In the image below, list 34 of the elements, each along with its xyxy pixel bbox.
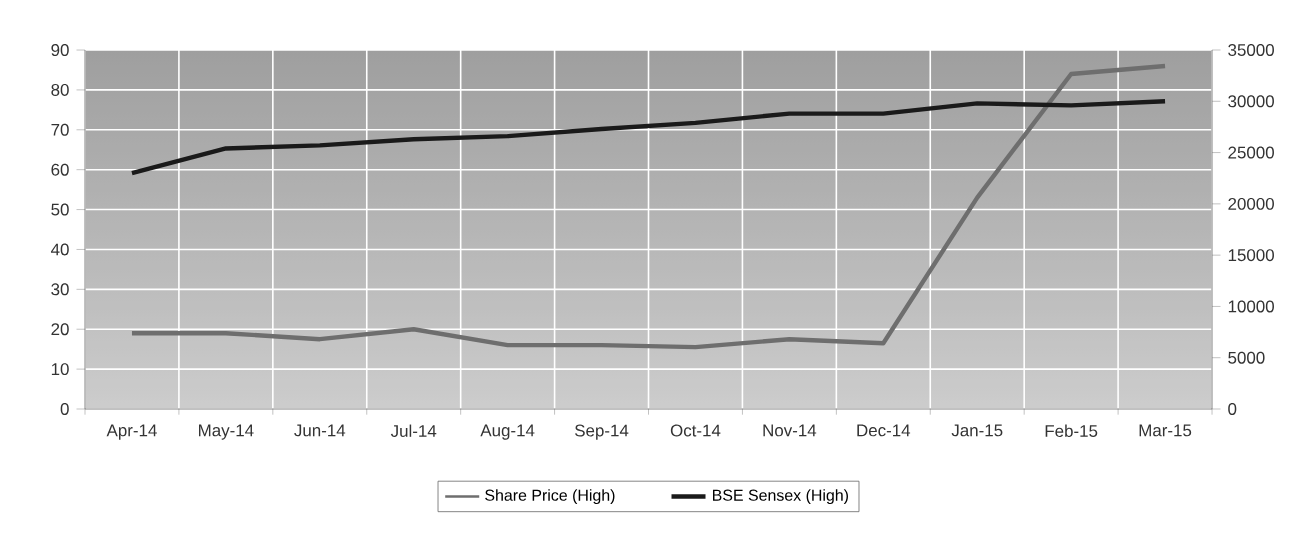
y-tick-label: 60 [51,163,69,176]
y2-tick-label: 0 [1228,403,1237,415]
x-tick-label: Oct-14 [670,424,721,437]
x-tick-label: Sep-14 [575,424,629,440]
y-tick-label: 50 [51,203,69,216]
legend-label: BSE Sensex (High) [713,489,848,505]
y-tick-label: 30 [51,283,69,296]
legend-label: Share Price (High) [485,489,615,505]
y-tick-label: 90 [51,44,69,56]
y2-tick-label: 25000 [1228,146,1274,159]
y-tick-label: 40 [50,243,69,256]
line-series [129,99,1168,176]
y2-tick-label: 20000 [1228,197,1274,210]
y2-tick-label: 5000 [1228,351,1265,364]
y-tick-label: 70 [51,123,69,136]
y2-tick-label: 10000 [1228,300,1274,313]
x-tick-label: Apr-14 [106,424,157,440]
y2-tick-label: 35000 [1228,44,1274,56]
x-tick-label: Nov-14 [763,424,817,437]
x-tick-label: Mar-15 [1139,424,1192,437]
line-series [129,63,1168,350]
y-tick-label: 20 [51,323,69,336]
x-tick-label: Jan-15 [951,424,1003,437]
y-tick-label: 0 [60,403,69,415]
x-tick-label: Aug-14 [480,424,535,440]
x-tick-label: Jun-14 [294,424,346,437]
x-tick-label: Feb-15 [1045,424,1098,437]
y-tick-label: 80 [51,83,69,96]
y2-tick-label: 30000 [1228,95,1274,108]
y2-tick-label: 15000 [1228,249,1274,262]
y-tick-label: 10 [51,363,69,376]
x-tick-label: Jul-14 [390,424,437,437]
x-tick-label: Dec-14 [857,424,911,437]
x-tick-label: May-14 [199,424,254,440]
